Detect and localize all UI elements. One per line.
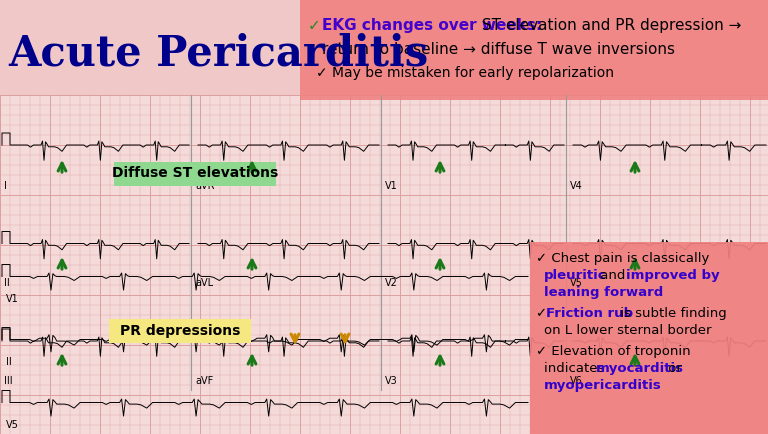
Text: PR depressions: PR depressions (120, 324, 240, 338)
Text: Acute Pericarditis: Acute Pericarditis (8, 33, 429, 75)
Text: V1: V1 (6, 294, 18, 304)
Text: myocarditis: myocarditis (596, 362, 684, 375)
Text: ✓ Elevation of troponin: ✓ Elevation of troponin (536, 345, 690, 358)
Text: improved by: improved by (626, 269, 720, 282)
Text: is subtle finding: is subtle finding (616, 307, 727, 320)
Text: indicates: indicates (544, 362, 608, 375)
Bar (300, 0, 768, 100)
Text: return to baseline → diffuse T wave inversions: return to baseline → diffuse T wave inve… (322, 42, 675, 57)
Text: and: and (596, 269, 630, 282)
Text: ✓: ✓ (308, 18, 326, 33)
Text: or: or (664, 362, 682, 375)
Text: II: II (4, 278, 10, 288)
Text: V6: V6 (570, 376, 583, 386)
Text: myopericarditis: myopericarditis (544, 379, 662, 392)
Text: V5: V5 (6, 420, 19, 430)
Text: Diffuse ST elevations: Diffuse ST elevations (112, 166, 278, 180)
Text: III: III (4, 376, 12, 386)
FancyBboxPatch shape (109, 319, 251, 343)
Text: I: I (4, 181, 7, 191)
Bar (0, 245, 530, 434)
Text: aVF: aVF (195, 376, 214, 386)
Text: V3: V3 (385, 376, 398, 386)
Text: on L lower sternal border: on L lower sternal border (544, 324, 711, 337)
Text: V2: V2 (385, 278, 398, 288)
Text: V4: V4 (570, 181, 583, 191)
Bar (0, 95, 768, 245)
Text: aVL: aVL (195, 278, 214, 288)
Text: pleuritic: pleuritic (544, 269, 607, 282)
Text: leaning forward: leaning forward (544, 286, 664, 299)
Text: ST elevation and PR depression →: ST elevation and PR depression → (477, 18, 741, 33)
Text: ✓ Chest pain is classically: ✓ Chest pain is classically (536, 252, 710, 265)
Text: V1: V1 (385, 181, 398, 191)
Text: V5: V5 (570, 278, 583, 288)
Text: ✓: ✓ (536, 307, 551, 320)
Text: aVR: aVR (195, 181, 214, 191)
FancyBboxPatch shape (114, 162, 276, 186)
Text: Friction rub: Friction rub (546, 307, 633, 320)
Text: II: II (6, 357, 12, 367)
Text: ✓ May be mistaken for early repolarization: ✓ May be mistaken for early repolarizati… (316, 66, 614, 80)
Bar (530, 242, 768, 434)
Text: EKG changes over weeks:: EKG changes over weeks: (322, 18, 542, 33)
